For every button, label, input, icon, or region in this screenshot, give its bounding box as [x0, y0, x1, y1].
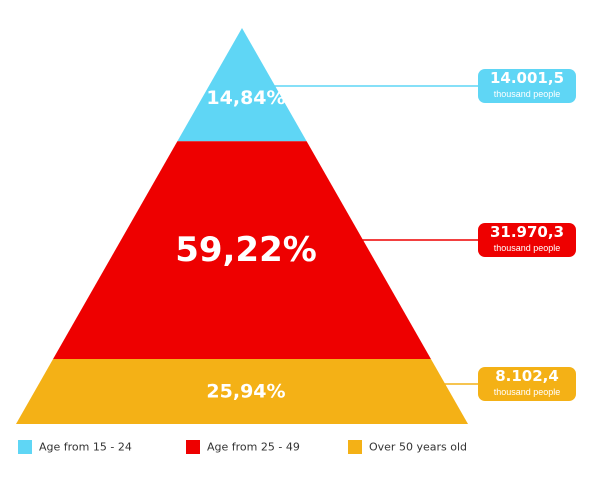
value-badge [478, 223, 576, 257]
segment-percent-label: 14,84% [206, 87, 285, 109]
legend-swatch [348, 440, 362, 454]
pyramid-segment [177, 28, 307, 142]
badge-unit: thousand people [494, 243, 561, 253]
segment-percent-label: 25,94% [206, 381, 285, 403]
badge-unit: thousand people [494, 89, 561, 99]
legend-label: Age from 25 - 49 [207, 441, 300, 454]
badge-value: 14.001,5 [490, 69, 564, 87]
segment-percent-label: 59,22% [175, 230, 317, 270]
value-badge [478, 69, 576, 103]
pyramid-segment [16, 359, 468, 424]
legend-label: Over 50 years old [369, 441, 467, 454]
legend-swatch [18, 440, 32, 454]
legend-label: Age from 15 - 24 [39, 441, 132, 454]
badge-value: 31.970,3 [490, 223, 564, 241]
badge-unit: thousand people [494, 387, 561, 397]
pyramid-segment [53, 141, 431, 360]
badge-value: 8.102,4 [495, 367, 559, 385]
legend-swatch [186, 440, 200, 454]
value-badge [478, 367, 576, 401]
